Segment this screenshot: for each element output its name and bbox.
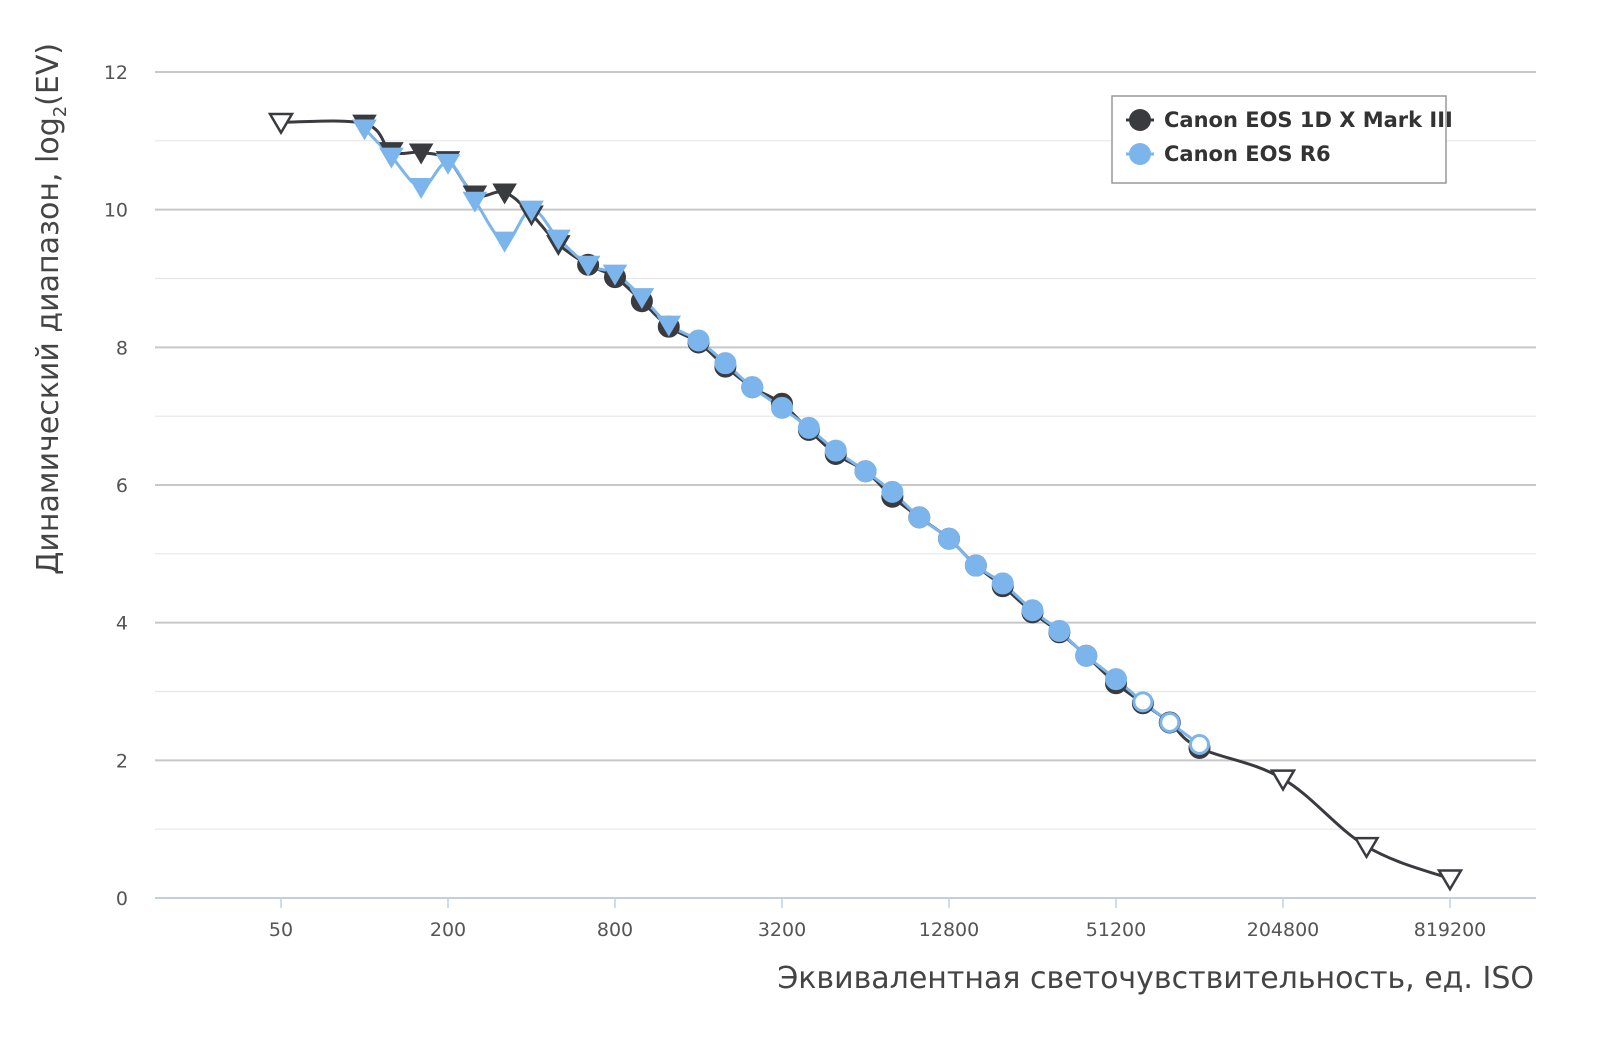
y-tick-label: 0: [116, 888, 128, 910]
gridlines: [155, 71, 1536, 830]
legend-item-r6[interactable]: Canon EOS R6: [1126, 142, 1331, 166]
legend-label: Canon EOS 1D X Mark III: [1164, 108, 1453, 132]
legend-label: Canon EOS R6: [1164, 142, 1331, 166]
x-tick-label: 800: [597, 919, 633, 941]
y-axis-ticks: 0 2 4 6 8 10 12: [104, 62, 128, 910]
data-point-r6[interactable]: [771, 396, 793, 419]
data-point-r6[interactable]: [824, 439, 847, 462]
data-point-r6[interactable]: [546, 229, 571, 251]
data-point-1dx3[interactable]: [408, 143, 434, 165]
data-point-r6[interactable]: [1048, 619, 1071, 642]
data-point-r6[interactable]: [519, 200, 544, 222]
x-tick-label: 3200: [758, 919, 806, 941]
data-point-r6[interactable]: [1189, 734, 1210, 756]
data-point-r6[interactable]: [908, 506, 931, 529]
legend-box: [1111, 95, 1447, 184]
legend-item-1d-x-mark-iii[interactable]: Canon EOS 1D X Mark III: [1126, 108, 1453, 132]
data-point-r6[interactable]: [435, 153, 461, 175]
data-point-r6[interactable]: [1132, 691, 1154, 713]
x-axis-title: Эквивалентная светочувствительность, ед.…: [777, 961, 1534, 996]
data-point-r6[interactable]: [492, 231, 517, 253]
data-point-r6[interactable]: [352, 119, 377, 141]
y-tick-label: 8: [116, 337, 128, 359]
data-point-r6[interactable]: [1159, 711, 1181, 733]
data-point-r6[interactable]: [797, 416, 820, 439]
data-point-r6[interactable]: [964, 554, 987, 577]
series-line-0: [280, 119, 1451, 881]
x-tick-label: 200: [430, 919, 466, 941]
data-point-1dx3[interactable]: [1436, 869, 1464, 892]
data-point-r6[interactable]: [714, 352, 737, 375]
x-tick-label: 51200: [1086, 919, 1146, 941]
data-point-r6[interactable]: [575, 255, 601, 277]
data-point-1dx3[interactable]: [1353, 836, 1380, 860]
data-point-r6[interactable]: [656, 315, 682, 337]
data-point-r6[interactable]: [602, 264, 628, 286]
data-point-r6[interactable]: [938, 527, 960, 550]
data-point-r6[interactable]: [1075, 644, 1098, 667]
series-markers: [267, 112, 1464, 892]
x-axis-ticks: 50 200 800 3200 12800 51200 204800 819200: [269, 898, 1486, 941]
y-axis-title: Динамический диапазон, log2(EV): [31, 43, 71, 575]
x-tick-label: 204800: [1247, 919, 1320, 941]
x-tick-label: 50: [269, 919, 293, 941]
data-point-r6[interactable]: [629, 288, 655, 310]
data-point-r6[interactable]: [687, 329, 710, 352]
data-point-r6[interactable]: [991, 572, 1014, 595]
series-line-1: [363, 127, 1201, 746]
x-tick-label: 12800: [919, 919, 979, 941]
data-point-r6[interactable]: [462, 191, 488, 213]
x-tick-label: 819200: [1414, 919, 1487, 941]
series-lines: [280, 119, 1451, 881]
data-point-1dx3[interactable]: [267, 112, 295, 136]
data-point-r6[interactable]: [408, 177, 434, 199]
data-point-r6[interactable]: [379, 147, 404, 169]
data-point-r6[interactable]: [741, 376, 764, 399]
legend[interactable]: Canon EOS 1D X Mark III Canon EOS R6: [1111, 95, 1453, 184]
data-point-r6[interactable]: [854, 460, 877, 483]
data-point-r6[interactable]: [881, 480, 904, 503]
y-tick-label: 2: [116, 750, 128, 772]
y-tick-label: 4: [116, 613, 128, 635]
data-point-r6[interactable]: [1105, 668, 1127, 691]
legend-marker: [1129, 109, 1151, 131]
y-tick-label: 6: [116, 475, 128, 497]
legend-marker: [1129, 143, 1151, 165]
y-tick-label: 10: [104, 200, 128, 222]
data-point-r6[interactable]: [1021, 599, 1044, 622]
data-point-1dx3[interactable]: [1269, 769, 1297, 792]
data-point-1dx3[interactable]: [492, 183, 517, 205]
y-tick-label: 12: [104, 62, 128, 84]
